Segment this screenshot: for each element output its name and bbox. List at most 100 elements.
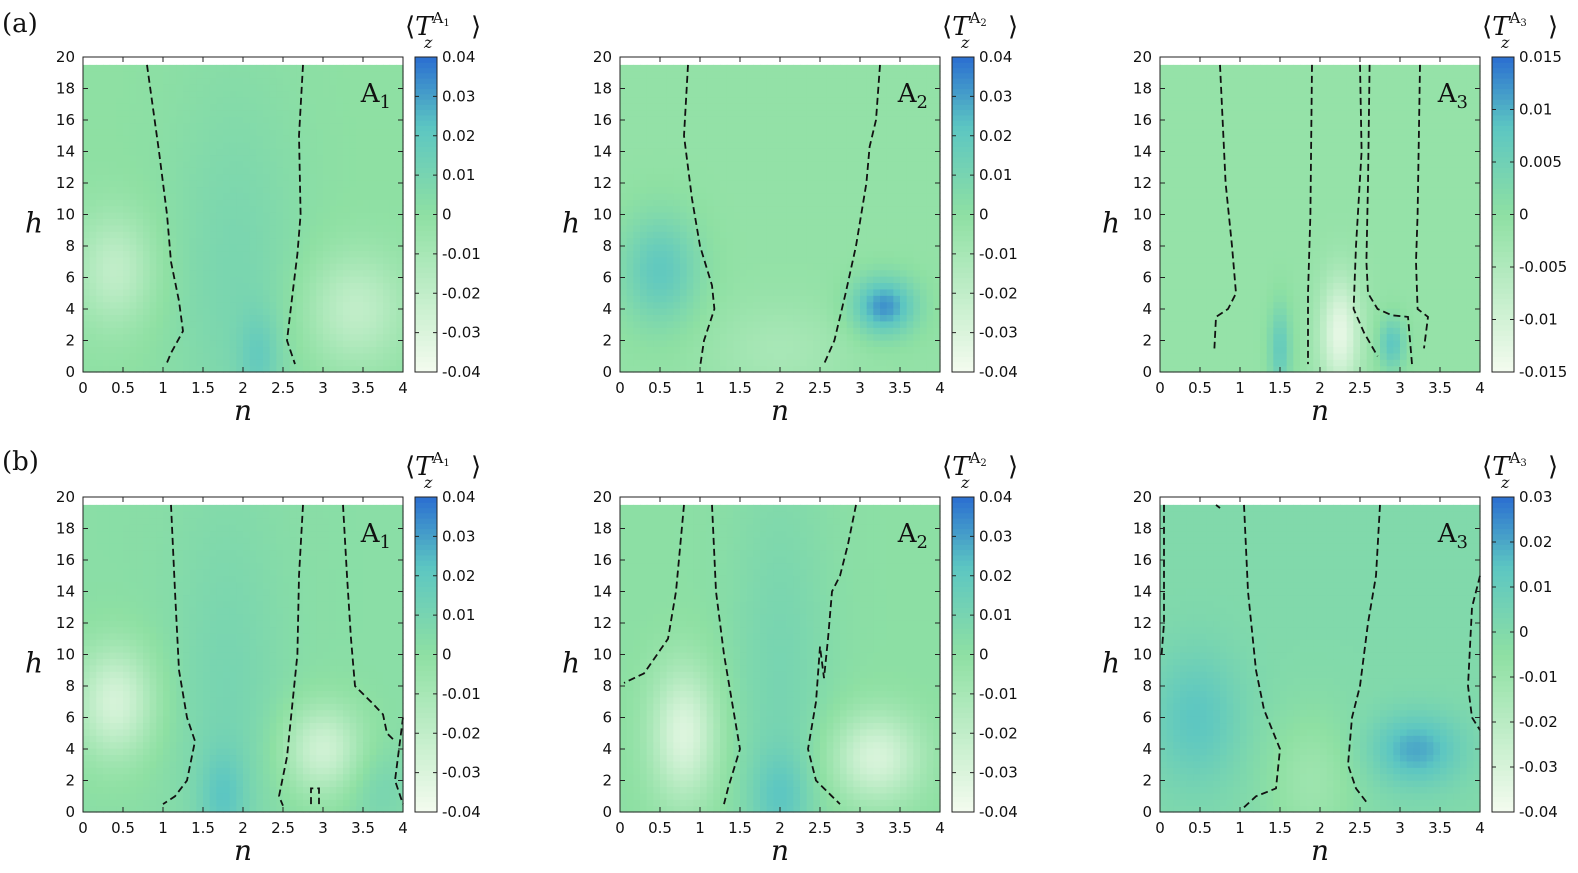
heatmap-cell <box>176 167 184 175</box>
heatmap-cell <box>83 346 91 354</box>
heatmap-cell <box>383 199 391 207</box>
heatmap-cell <box>289 84 297 92</box>
heatmap-cell <box>136 154 144 162</box>
heatmap-cell <box>700 148 708 156</box>
heatmap-cell <box>653 173 661 181</box>
heatmap-cell <box>660 128 668 136</box>
heatmap-cell <box>780 288 788 296</box>
heatmap-cell <box>1160 320 1168 328</box>
heatmap-cell <box>196 295 204 303</box>
heatmap-cell <box>880 301 888 309</box>
heatmap-cell <box>853 71 861 79</box>
heatmap-cell <box>336 295 344 303</box>
heatmap-cell <box>156 346 164 354</box>
heatmap-cell <box>880 269 888 277</box>
heatmap-cell <box>926 340 934 348</box>
heatmap-cell <box>276 122 284 130</box>
heatmap-cell <box>666 352 674 360</box>
heatmap-cell <box>396 295 404 303</box>
heatmap-cell <box>356 160 364 168</box>
colorbar-tick-label: -0.02 <box>442 284 481 302</box>
heatmap-cell <box>713 160 721 168</box>
heatmap-cell <box>740 314 748 322</box>
heatmap-cell <box>660 148 668 156</box>
heatmap-cell <box>316 122 324 130</box>
heatmap-cell <box>336 327 344 335</box>
heatmap-cell <box>349 135 357 143</box>
heatmap-cell <box>786 340 794 348</box>
heatmap-cell <box>109 256 117 264</box>
heatmap-cell <box>740 154 748 162</box>
heatmap-cell <box>223 64 231 72</box>
heatmap-cell <box>933 359 941 367</box>
heatmap-cell <box>316 96 324 104</box>
heatmap-cell <box>249 135 257 143</box>
heatmap-cell <box>653 365 661 373</box>
heatmap-cell <box>243 141 251 149</box>
heatmap-cell <box>376 167 384 175</box>
heatmap-cell <box>376 135 384 143</box>
heatmap-cell <box>109 90 117 98</box>
heatmap-cell <box>176 122 184 130</box>
heatmap-cell <box>793 77 801 85</box>
heatmap-cell <box>920 301 928 309</box>
heatmap-cell <box>129 269 137 277</box>
heatmap-cell <box>840 314 848 322</box>
heatmap-cell <box>826 269 834 277</box>
heatmap-cell <box>680 359 688 367</box>
heatmap-cell <box>123 224 131 232</box>
heatmap-cell <box>813 205 821 213</box>
heatmap-cell <box>156 320 164 328</box>
heatmap-cell <box>89 212 97 220</box>
heatmap-cell <box>143 218 151 226</box>
heatmap-cell <box>880 295 888 303</box>
heatmap-cell <box>813 288 821 296</box>
heatmap-cell <box>309 359 317 367</box>
heatmap-cell <box>396 365 404 373</box>
heatmap-cell <box>660 212 668 220</box>
heatmap-cell <box>820 96 828 104</box>
heatmap-cell <box>913 359 921 367</box>
heatmap-cell <box>846 288 854 296</box>
heatmap-cell <box>813 71 821 79</box>
heatmap-cell <box>336 269 344 277</box>
heatmap-cell <box>143 205 151 213</box>
heatmap-cell <box>89 218 97 226</box>
heatmap-cell <box>700 365 708 373</box>
heatmap-cell <box>369 122 377 130</box>
heatmap-cell <box>853 288 861 296</box>
heatmap-cell <box>163 141 171 149</box>
heatmap-cell <box>713 192 721 200</box>
heatmap-cell <box>660 250 668 258</box>
heatmap-cell <box>866 352 874 360</box>
heatmap-cell <box>680 365 688 373</box>
heatmap-cell <box>926 263 934 271</box>
heatmap-cell <box>773 90 781 98</box>
heatmap-cell <box>103 288 111 296</box>
heatmap-cell <box>129 180 137 188</box>
heatmap-cell <box>389 96 397 104</box>
heatmap-cell <box>289 244 297 252</box>
heatmap-cell <box>746 135 754 143</box>
heatmap-cell <box>209 359 217 367</box>
heatmap-cell <box>873 141 881 149</box>
heatmap-cell <box>223 263 231 271</box>
heatmap-cell <box>866 116 874 124</box>
heatmap-cell <box>189 96 197 104</box>
heatmap-cell <box>309 250 317 258</box>
heatmap-cell <box>860 160 868 168</box>
heatmap-cell <box>316 173 324 181</box>
heatmap-cell <box>733 96 741 104</box>
heatmap-cell <box>773 116 781 124</box>
heatmap-cell <box>913 84 921 92</box>
heatmap-cell <box>713 359 721 367</box>
heatmap-cell <box>873 135 881 143</box>
colorbar-segment <box>952 225 974 231</box>
heatmap-cell <box>680 103 688 111</box>
heatmap-cell <box>740 77 748 85</box>
heatmap-cell <box>349 237 357 245</box>
heatmap-cell <box>109 218 117 226</box>
heatmap-cell <box>136 250 144 258</box>
heatmap-cell <box>746 218 754 226</box>
heatmap-cell <box>223 352 231 360</box>
